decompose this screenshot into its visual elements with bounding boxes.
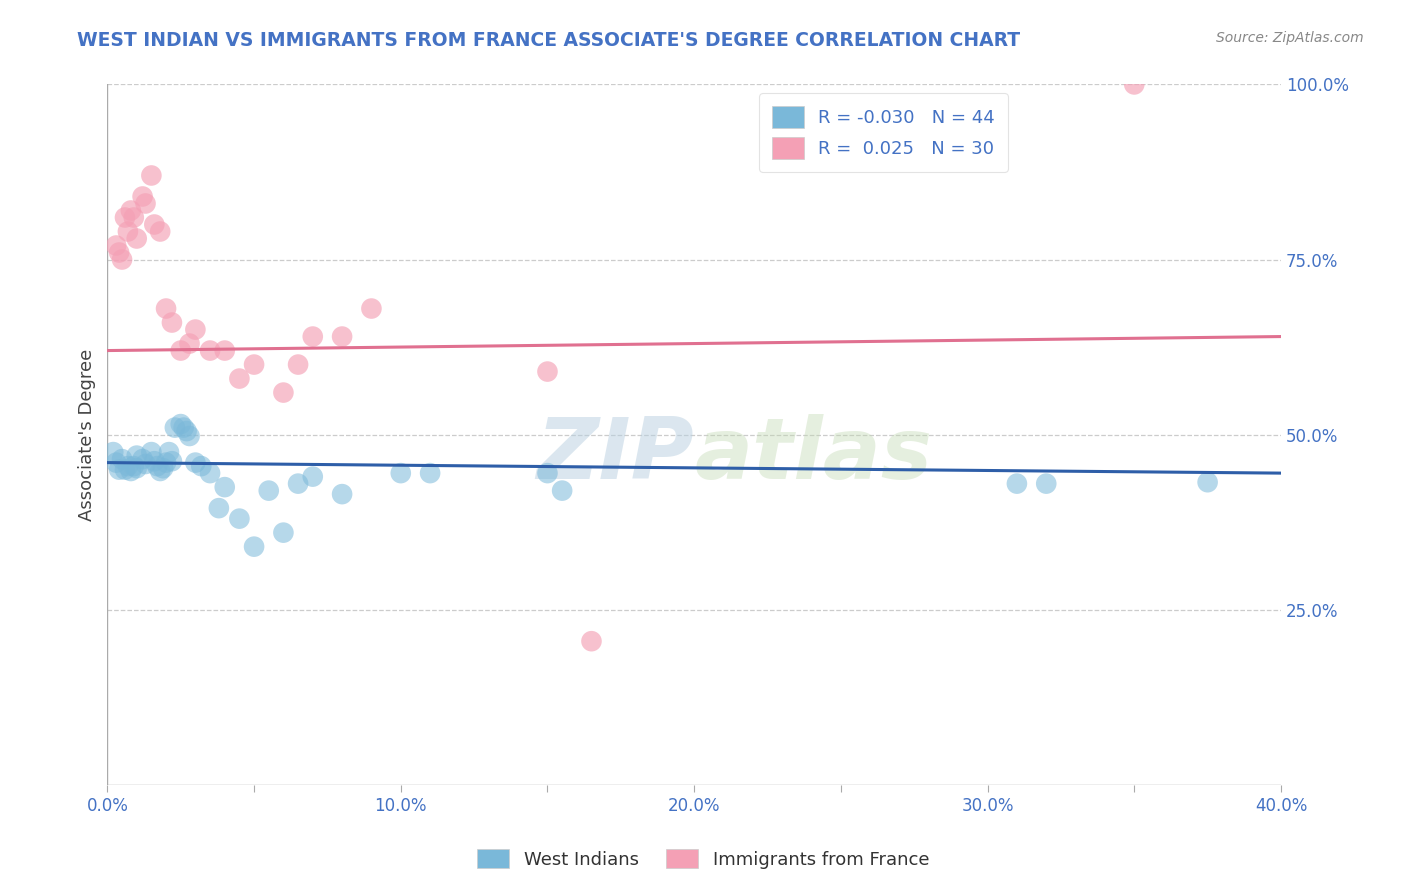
Legend: West Indians, Immigrants from France: West Indians, Immigrants from France (470, 842, 936, 876)
Point (105, 456, 128, 470)
Point (117, 225, 139, 239)
Point (360, 301, 382, 316)
Point (120, 203, 142, 218)
Point (179, 336, 201, 351)
Point (301, 329, 323, 343)
Legend: R = -0.030   N = 44, R =  0.025   N = 30: R = -0.030 N = 44, R = 0.025 N = 30 (759, 94, 1008, 172)
Point (228, 371, 250, 385)
Point (160, 454, 183, 468)
Point (149, 464, 172, 478)
Point (536, 466, 558, 480)
Point (536, 365, 558, 379)
Point (176, 424, 198, 438)
Point (131, 452, 153, 467)
Point (155, 456, 177, 470)
Point (103, 445, 125, 459)
Point (198, 466, 221, 480)
Point (243, 358, 266, 372)
Point (122, 459, 145, 474)
Text: atlas: atlas (695, 414, 932, 497)
Point (114, 211, 136, 225)
Point (208, 501, 231, 516)
Point (170, 343, 193, 358)
Point (581, 634, 603, 648)
Text: WEST INDIAN VS IMMIGRANTS FROM FRANCE ASSOCIATE'S DEGREE CORRELATION CHART: WEST INDIAN VS IMMIGRANTS FROM FRANCE AS… (77, 31, 1021, 50)
Text: ZIP: ZIP (537, 414, 695, 497)
Point (214, 480, 236, 494)
Point (105, 238, 128, 252)
Point (273, 385, 295, 400)
Point (157, 445, 180, 459)
Point (149, 225, 172, 239)
Point (160, 316, 183, 330)
Point (179, 429, 201, 443)
Point (419, 466, 441, 480)
Y-axis label: Associate's Degree: Associate's Degree (79, 349, 96, 521)
Point (108, 462, 131, 476)
Point (1005, 476, 1028, 491)
Point (389, 466, 412, 480)
Point (273, 525, 295, 540)
Text: Source: ZipAtlas.com: Source: ZipAtlas.com (1216, 31, 1364, 45)
Point (1035, 476, 1057, 491)
Point (228, 511, 250, 525)
Point (125, 461, 148, 475)
Point (184, 456, 207, 470)
Point (287, 476, 309, 491)
Point (111, 252, 134, 267)
Point (214, 343, 236, 358)
Point (184, 322, 207, 336)
Point (287, 358, 309, 372)
Point (131, 189, 153, 203)
Point (1197, 475, 1219, 490)
Point (1123, 78, 1146, 92)
Point (155, 301, 177, 316)
Point (163, 420, 186, 434)
Point (143, 218, 166, 232)
Point (146, 459, 169, 474)
Point (190, 459, 212, 474)
Point (243, 540, 266, 554)
Point (141, 169, 163, 183)
Point (108, 245, 131, 260)
Point (198, 343, 221, 358)
Point (117, 459, 139, 474)
Point (173, 420, 195, 434)
Point (143, 454, 166, 468)
Point (125, 449, 148, 463)
Point (257, 483, 280, 498)
Point (170, 417, 193, 431)
Point (122, 211, 145, 225)
Point (141, 445, 163, 459)
Point (135, 457, 157, 471)
Point (120, 464, 142, 478)
Point (301, 469, 323, 483)
Point (330, 329, 353, 343)
Point (152, 461, 174, 475)
Point (551, 483, 574, 498)
Point (135, 196, 157, 211)
Point (111, 452, 134, 467)
Point (125, 231, 148, 245)
Point (114, 462, 136, 476)
Point (330, 487, 353, 501)
